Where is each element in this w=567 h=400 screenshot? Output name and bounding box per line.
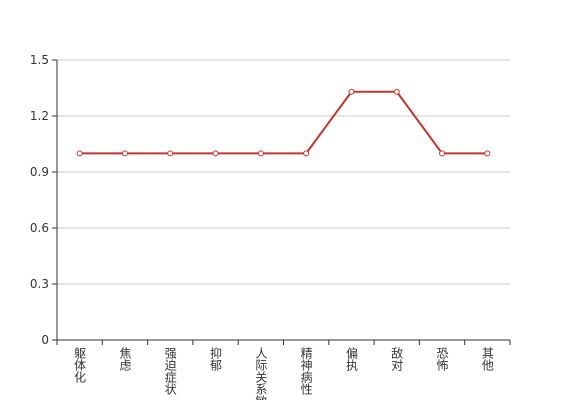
x-tick-label: 强迫症状 <box>163 347 177 395</box>
point <box>121 150 128 157</box>
point <box>439 150 446 157</box>
x-tick-label: 敌对 <box>390 346 404 371</box>
x-tick-label: 其他 <box>480 347 494 371</box>
y-tick-label: 1.5 <box>30 53 49 67</box>
x-tick-label: 恐怖 <box>435 347 449 371</box>
x-tick-label: 焦虑 <box>118 347 132 371</box>
point <box>393 88 400 95</box>
point <box>257 150 264 157</box>
x-tick-label: 抑郁 <box>209 346 223 372</box>
point <box>484 150 491 157</box>
x-tick-label: 精神病性 <box>299 347 313 396</box>
x-tick-label: 躯体化 <box>73 346 87 384</box>
point <box>167 150 174 157</box>
y-tick-label: 1.2 <box>30 109 49 123</box>
x-tick-label: 偏执 <box>344 346 358 372</box>
point <box>348 88 355 95</box>
point <box>212 150 219 157</box>
point <box>303 150 310 157</box>
line <box>79 90 488 155</box>
point <box>76 150 83 157</box>
y-tick-label: 0.6 <box>30 221 49 235</box>
y-tick-label: 0.3 <box>30 277 49 291</box>
y-tick-label: 0.9 <box>30 165 49 179</box>
x-tick-label: 人际关系敏感 <box>254 347 268 400</box>
y-tick-label: 0 <box>41 333 49 347</box>
